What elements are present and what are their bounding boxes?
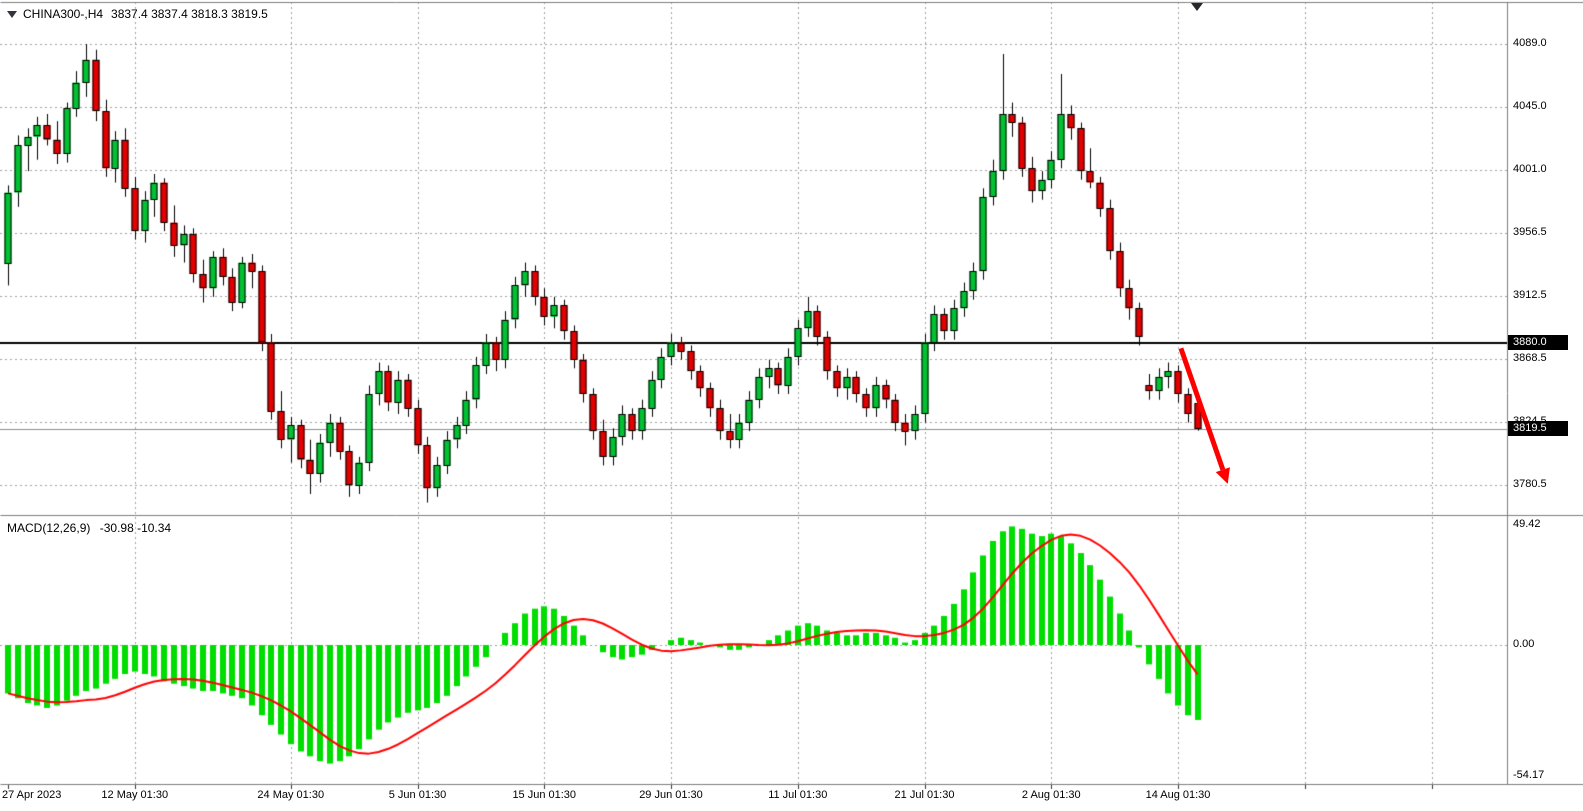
price-axis-label: 3868.5 — [1513, 351, 1547, 364]
macd-indicator-label: MACD(12,26,9) -30.98 -10.34 — [7, 521, 177, 535]
price-axis-label: 4001.0 — [1513, 162, 1547, 175]
price-axis-label: 3956.5 — [1513, 226, 1547, 239]
symbol-timeframe-label: CHINA300-,H4 — [23, 7, 104, 21]
macd-axis-label: -54.17 — [1513, 769, 1545, 782]
chart-legend: CHINA300-,H4 3837.4 3837.4 3818.3 3819.5 — [7, 7, 268, 21]
macd-axis-label: 0.00 — [1513, 638, 1535, 650]
time-axis-label: 2 Aug 01:30 — [1021, 789, 1081, 801]
chart-shift-marker-icon[interactable] — [1191, 3, 1203, 11]
macd-axis[interactable]: 49.42 0.00 -54.17 — [1507, 517, 1583, 784]
price-axis[interactable]: 4089.04045.04001.03956.53912.53868.53824… — [1507, 2, 1583, 515]
ohlc-readout: 3837.4 3837.4 3818.3 3819.5 — [111, 7, 268, 21]
price-axis-label: 4045.0 — [1513, 99, 1547, 112]
time-axis-label: 15 Jun 01:30 — [512, 789, 577, 801]
price-axis-label: 3912.5 — [1513, 289, 1547, 302]
current-price-badge: 3819.5 — [1508, 420, 1568, 436]
macd-axis-label: 49.42 — [1513, 518, 1541, 531]
time-axis-label: 11 Jul 01:30 — [768, 789, 828, 801]
symbol-dropdown-icon[interactable] — [7, 10, 17, 18]
time-axis[interactable]: 27 Apr 2023 12 May 01:30 24 May 01:30 5 Jun… — [0, 786, 1507, 811]
time-axis-label: 12 May 01:30 — [101, 789, 169, 801]
hline-price-badge: 3880.0 — [1508, 334, 1568, 350]
price-axis-label: 4089.0 — [1513, 37, 1547, 49]
time-axis-label: 29 Jun 01:30 — [639, 789, 703, 801]
time-axis-label: 21 Jul 01:30 — [894, 789, 955, 801]
price-axis-label: 3780.5 — [1513, 477, 1547, 490]
macd-name: MACD(12,26,9) — [7, 521, 91, 535]
time-axis-label: 24 May 01:30 — [257, 789, 325, 801]
time-axis-label: 14 Aug 01:30 — [1145, 789, 1211, 801]
time-axis-label: 5 Jun 01:30 — [388, 789, 447, 801]
macd-values: -30.98 -10.34 — [99, 521, 172, 535]
time-axis-label: 27 Apr 2023 — [2, 789, 62, 801]
